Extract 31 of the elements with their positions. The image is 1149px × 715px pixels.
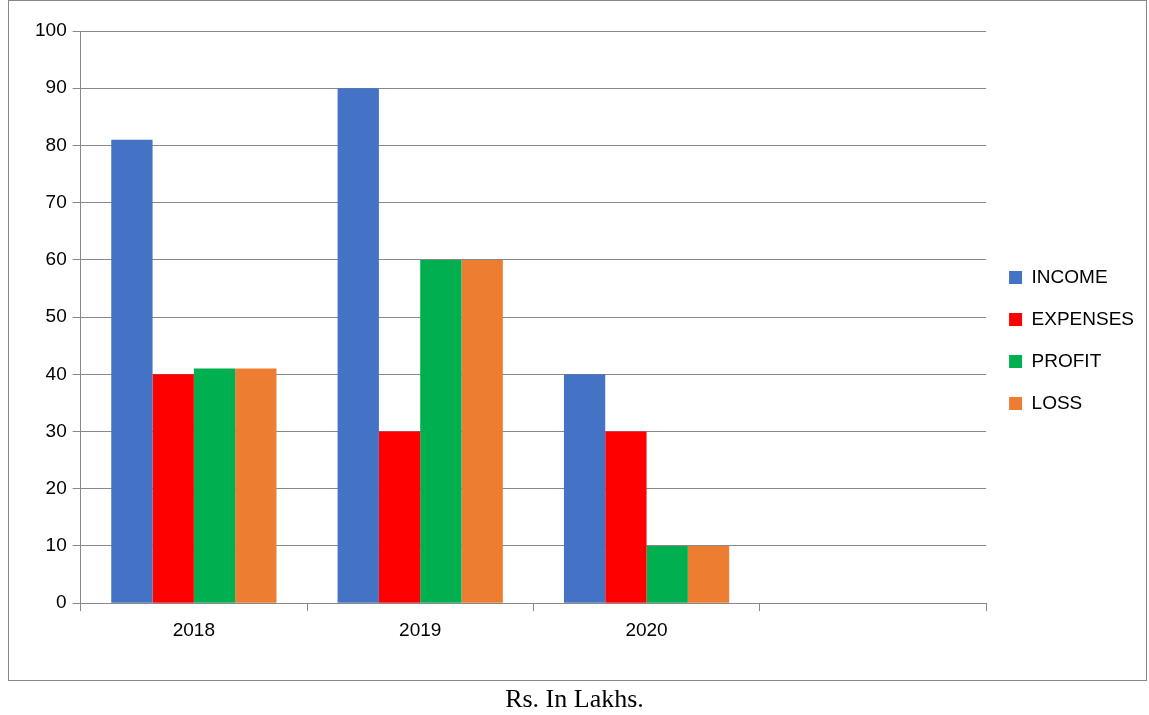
- bar: [152, 374, 194, 603]
- y-tick-label: 90: [45, 76, 67, 98]
- y-tick-label: 10: [45, 534, 67, 556]
- y-tick-label: 50: [45, 305, 67, 327]
- x-tick-label: 2018: [172, 618, 216, 640]
- bar: [235, 368, 277, 603]
- bar: [193, 368, 236, 603]
- y-tick-label: 30: [45, 419, 67, 441]
- bar: [646, 545, 688, 603]
- bar: [378, 431, 421, 603]
- legend-label: LOSS: [1031, 391, 1083, 413]
- bar: [337, 88, 379, 603]
- y-tick-label: 70: [45, 190, 67, 212]
- y-tick-label: 100: [35, 19, 67, 41]
- legend-label: PROFIT: [1031, 349, 1102, 371]
- y-tick-label: 60: [45, 248, 67, 270]
- bar: [605, 431, 647, 603]
- legend-label: INCOME: [1031, 265, 1108, 287]
- bar: [420, 259, 462, 603]
- bar: [461, 259, 503, 603]
- x-tick-label: 2019: [399, 618, 442, 640]
- y-tick-label: 0: [56, 591, 67, 613]
- bar: [687, 545, 730, 603]
- y-tick-label: 80: [45, 133, 67, 155]
- y-tick-label: 40: [45, 362, 67, 384]
- text: Rs. In Lakhs.: [504, 684, 645, 714]
- x-tick-label: 2020: [625, 618, 668, 640]
- y-tick-label: 20: [45, 476, 67, 498]
- legend-label: EXPENSES: [1031, 307, 1135, 329]
- bar: [563, 374, 606, 603]
- bar: [111, 139, 153, 603]
